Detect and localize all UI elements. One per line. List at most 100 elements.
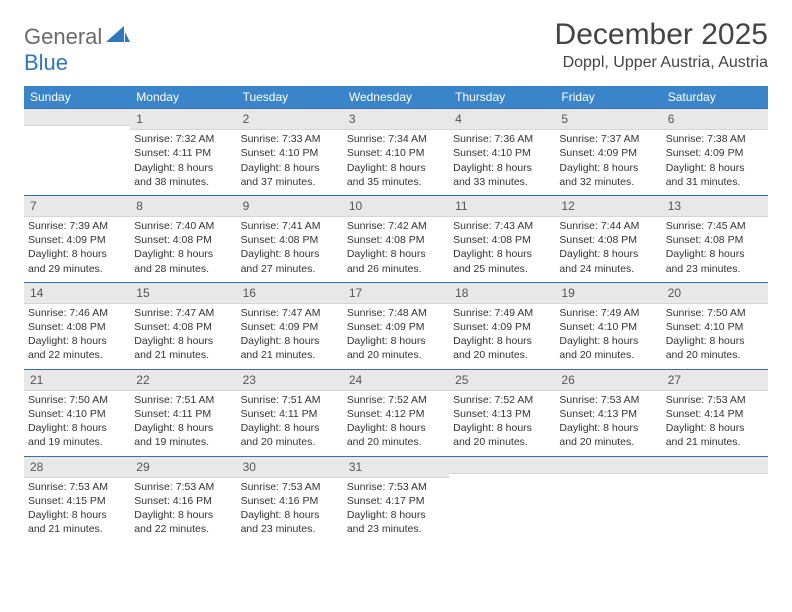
day-data: Sunrise: 7:53 AMSunset: 4:15 PMDaylight:…	[24, 478, 130, 543]
weekday-header: Sunday	[24, 86, 130, 108]
day-number: 7	[24, 195, 130, 217]
sunset-text: Sunset: 4:14 PM	[666, 407, 764, 421]
sunrise-text: Sunrise: 7:34 AM	[347, 132, 445, 146]
daylight-text: Daylight: 8 hours and 37 minutes.	[241, 161, 339, 189]
calendar-cell: 12Sunrise: 7:44 AMSunset: 4:08 PMDayligh…	[555, 195, 661, 282]
sunrise-text: Sunrise: 7:38 AM	[666, 132, 764, 146]
day-data: Sunrise: 7:50 AMSunset: 4:10 PMDaylight:…	[662, 304, 768, 369]
sunset-text: Sunset: 4:08 PM	[28, 320, 126, 334]
sunset-text: Sunset: 4:09 PM	[453, 320, 551, 334]
day-number: 23	[237, 369, 343, 391]
sunrise-text: Sunrise: 7:50 AM	[666, 306, 764, 320]
calendar-cell: 19Sunrise: 7:49 AMSunset: 4:10 PMDayligh…	[555, 282, 661, 369]
daylight-text: Daylight: 8 hours and 25 minutes.	[453, 247, 551, 275]
sunrise-text: Sunrise: 7:49 AM	[453, 306, 551, 320]
sunset-text: Sunset: 4:09 PM	[241, 320, 339, 334]
weekday-header: Wednesday	[343, 86, 449, 108]
day-number	[24, 108, 130, 126]
calendar-cell: 11Sunrise: 7:43 AMSunset: 4:08 PMDayligh…	[449, 195, 555, 282]
sunrise-text: Sunrise: 7:45 AM	[666, 219, 764, 233]
calendar-week: 14Sunrise: 7:46 AMSunset: 4:08 PMDayligh…	[24, 282, 768, 369]
day-number: 19	[555, 282, 661, 304]
sunset-text: Sunset: 4:10 PM	[559, 320, 657, 334]
day-number: 31	[343, 456, 449, 478]
day-number: 29	[130, 456, 236, 478]
sunset-text: Sunset: 4:12 PM	[347, 407, 445, 421]
weekday-header: Saturday	[662, 86, 768, 108]
calendar-cell: 23Sunrise: 7:51 AMSunset: 4:11 PMDayligh…	[237, 369, 343, 456]
sunset-text: Sunset: 4:08 PM	[453, 233, 551, 247]
sunset-text: Sunset: 4:08 PM	[347, 233, 445, 247]
calendar-week: 21Sunrise: 7:50 AMSunset: 4:10 PMDayligh…	[24, 369, 768, 456]
daylight-text: Daylight: 8 hours and 35 minutes.	[347, 161, 445, 189]
sunset-text: Sunset: 4:17 PM	[347, 494, 445, 508]
day-data: Sunrise: 7:33 AMSunset: 4:10 PMDaylight:…	[237, 130, 343, 195]
sunrise-text: Sunrise: 7:47 AM	[134, 306, 232, 320]
sunset-text: Sunset: 4:11 PM	[134, 146, 232, 160]
day-number: 6	[662, 108, 768, 130]
day-data: Sunrise: 7:50 AMSunset: 4:10 PMDaylight:…	[24, 391, 130, 456]
day-number: 14	[24, 282, 130, 304]
sunrise-text: Sunrise: 7:37 AM	[559, 132, 657, 146]
daylight-text: Daylight: 8 hours and 23 minutes.	[241, 508, 339, 536]
day-data: Sunrise: 7:39 AMSunset: 4:09 PMDaylight:…	[24, 217, 130, 282]
day-data: Sunrise: 7:53 AMSunset: 4:16 PMDaylight:…	[130, 478, 236, 543]
daylight-text: Daylight: 8 hours and 20 minutes.	[559, 421, 657, 449]
day-number: 30	[237, 456, 343, 478]
day-number: 24	[343, 369, 449, 391]
day-number	[662, 456, 768, 474]
day-data: Sunrise: 7:44 AMSunset: 4:08 PMDaylight:…	[555, 217, 661, 282]
sunrise-text: Sunrise: 7:53 AM	[666, 393, 764, 407]
daylight-text: Daylight: 8 hours and 20 minutes.	[347, 334, 445, 362]
calendar-cell: 30Sunrise: 7:53 AMSunset: 4:16 PMDayligh…	[237, 456, 343, 543]
day-data: Sunrise: 7:32 AMSunset: 4:11 PMDaylight:…	[130, 130, 236, 195]
sunset-text: Sunset: 4:11 PM	[241, 407, 339, 421]
day-number: 27	[662, 369, 768, 391]
daylight-text: Daylight: 8 hours and 33 minutes.	[453, 161, 551, 189]
weekday-header: Tuesday	[237, 86, 343, 108]
calendar-cell: 15Sunrise: 7:47 AMSunset: 4:08 PMDayligh…	[130, 282, 236, 369]
calendar-cell: 22Sunrise: 7:51 AMSunset: 4:11 PMDayligh…	[130, 369, 236, 456]
day-data: Sunrise: 7:34 AMSunset: 4:10 PMDaylight:…	[343, 130, 449, 195]
sunrise-text: Sunrise: 7:51 AM	[241, 393, 339, 407]
calendar-cell: 7Sunrise: 7:39 AMSunset: 4:09 PMDaylight…	[24, 195, 130, 282]
day-data: Sunrise: 7:53 AMSunset: 4:14 PMDaylight:…	[662, 391, 768, 456]
daylight-text: Daylight: 8 hours and 23 minutes.	[347, 508, 445, 536]
day-number: 25	[449, 369, 555, 391]
day-data: Sunrise: 7:41 AMSunset: 4:08 PMDaylight:…	[237, 217, 343, 282]
sail-icon	[106, 26, 130, 44]
calendar-cell	[24, 108, 130, 195]
calendar-cell: 29Sunrise: 7:53 AMSunset: 4:16 PMDayligh…	[130, 456, 236, 543]
month-title: December 2025	[555, 18, 768, 52]
day-data: Sunrise: 7:51 AMSunset: 4:11 PMDaylight:…	[130, 391, 236, 456]
day-data: Sunrise: 7:47 AMSunset: 4:08 PMDaylight:…	[130, 304, 236, 369]
calendar-cell: 28Sunrise: 7:53 AMSunset: 4:15 PMDayligh…	[24, 456, 130, 543]
sunrise-text: Sunrise: 7:36 AM	[453, 132, 551, 146]
calendar-cell: 18 Sunrise: 7:49 AMSunset: 4:09 PMDayligh…	[449, 282, 555, 369]
daylight-text: Daylight: 8 hours and 22 minutes.	[134, 508, 232, 536]
weekday-header: Friday	[555, 86, 661, 108]
weekday-header: Thursday	[449, 86, 555, 108]
daylight-text: Daylight: 8 hours and 24 minutes.	[559, 247, 657, 275]
day-number: 18	[449, 282, 555, 304]
header: General Blue December 2025 Doppl, Upper …	[24, 18, 768, 76]
sunset-text: Sunset: 4:16 PM	[241, 494, 339, 508]
day-number	[449, 456, 555, 474]
sunset-text: Sunset: 4:13 PM	[559, 407, 657, 421]
daylight-text: Daylight: 8 hours and 20 minutes.	[453, 334, 551, 362]
daylight-text: Daylight: 8 hours and 21 minutes.	[241, 334, 339, 362]
day-number: 22	[130, 369, 236, 391]
day-number: 16	[237, 282, 343, 304]
day-number	[555, 456, 661, 474]
sunset-text: Sunset: 4:08 PM	[241, 233, 339, 247]
calendar-cell: 4Sunrise: 7:36 AMSunset: 4:10 PMDaylight…	[449, 108, 555, 195]
calendar-cell: 24Sunrise: 7:52 AMSunset: 4:12 PMDayligh…	[343, 369, 449, 456]
sunrise-text: Sunrise: 7:40 AM	[134, 219, 232, 233]
daylight-text: Daylight: 8 hours and 28 minutes.	[134, 247, 232, 275]
calendar-cell: 5Sunrise: 7:37 AMSunset: 4:09 PMDaylight…	[555, 108, 661, 195]
calendar-cell: 1Sunrise: 7:32 AMSunset: 4:11 PMDaylight…	[130, 108, 236, 195]
calendar-cell: 17Sunrise: 7:48 AMSunset: 4:09 PMDayligh…	[343, 282, 449, 369]
location: Doppl, Upper Austria, Austria	[555, 54, 768, 72]
sunrise-text: Sunrise: 7:50 AM	[28, 393, 126, 407]
day-data: Sunrise: 7:53 AMSunset: 4:13 PMDaylight:…	[555, 391, 661, 456]
